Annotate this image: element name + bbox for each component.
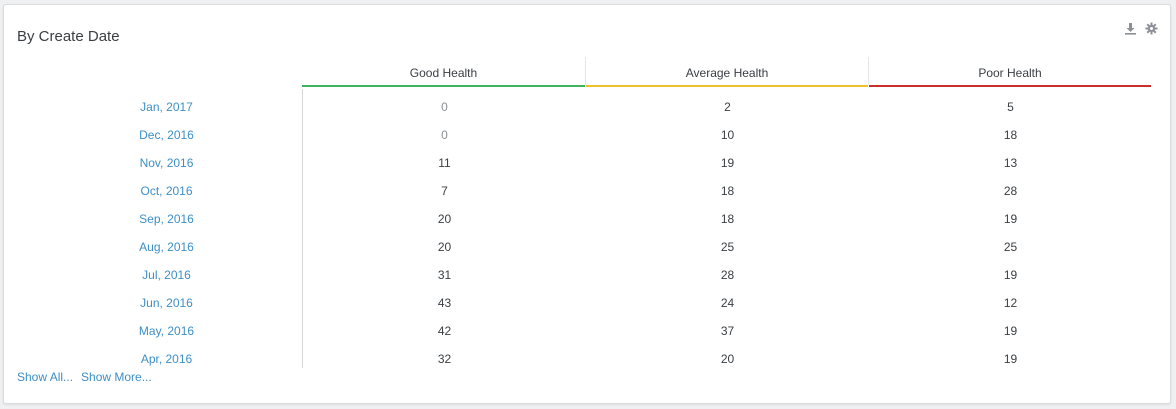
poor-color-bar bbox=[869, 85, 1151, 87]
average-color-bar bbox=[586, 85, 868, 87]
cell-poor: 28 bbox=[1003, 184, 1018, 198]
row-label-link[interactable]: Jan, 2017 bbox=[140, 100, 193, 114]
good-color-bar bbox=[302, 85, 585, 87]
footer-links: Show All... Show More... bbox=[17, 370, 152, 384]
row-labels: Jan, 2017 Dec, 2016 Nov, 2016 Oct, 2016 … bbox=[4, 93, 302, 373]
table-row: 32 20 19 bbox=[303, 345, 1152, 373]
cell-average: 20 bbox=[720, 352, 735, 366]
cell-average: 19 bbox=[720, 156, 735, 170]
download-icon[interactable] bbox=[1124, 22, 1137, 35]
column-header-label: Average Health bbox=[685, 66, 769, 80]
table-row: 31 28 19 bbox=[303, 261, 1152, 289]
cell-good: 20 bbox=[437, 240, 452, 254]
cell-good: 31 bbox=[437, 268, 452, 282]
cell-poor: 19 bbox=[1003, 324, 1018, 338]
column-header-label: Poor Health bbox=[978, 66, 1042, 80]
widget-toolbar bbox=[1124, 22, 1158, 35]
row-label-link[interactable]: Sep, 2016 bbox=[139, 212, 194, 226]
cell-poor: 18 bbox=[1003, 128, 1018, 142]
table-row: 11 19 13 bbox=[303, 149, 1152, 177]
row-label-link[interactable]: May, 2016 bbox=[138, 324, 195, 338]
row-label-link[interactable]: Dec, 2016 bbox=[139, 128, 194, 142]
cell-poor: 13 bbox=[1003, 156, 1018, 170]
report-widget: By Create Date Good Health bbox=[3, 4, 1171, 404]
table-row: 20 18 19 bbox=[303, 205, 1152, 233]
gear-icon[interactable] bbox=[1145, 22, 1158, 35]
cell-average: 2 bbox=[724, 100, 731, 114]
table-row: 0 10 18 bbox=[303, 121, 1152, 149]
widget-title: By Create Date bbox=[17, 28, 120, 45]
cell-good: 11 bbox=[438, 156, 451, 170]
row-label-link[interactable]: Jun, 2016 bbox=[140, 296, 193, 310]
cell-poor: 12 bbox=[1003, 296, 1018, 310]
cell-average: 18 bbox=[720, 212, 735, 226]
row-label-link[interactable]: Jul, 2016 bbox=[142, 268, 191, 282]
column-header-good: Good Health bbox=[302, 57, 585, 87]
cell-average: 25 bbox=[720, 240, 735, 254]
cell-good: 43 bbox=[437, 296, 452, 310]
cell-average: 18 bbox=[720, 184, 735, 198]
cell-good: 20 bbox=[437, 212, 452, 226]
column-header-poor: Poor Health bbox=[868, 57, 1151, 87]
cell-poor: 19 bbox=[1003, 352, 1018, 366]
row-label-link[interactable]: Apr, 2016 bbox=[140, 352, 193, 366]
cell-poor: 19 bbox=[1003, 212, 1018, 226]
table-row: 43 24 12 bbox=[303, 289, 1152, 317]
row-label-link[interactable]: Oct, 2016 bbox=[140, 184, 193, 198]
table-body: 0 2 5 0 10 18 11 19 13 7 18 28 bbox=[302, 89, 1155, 368]
cell-good: 0 bbox=[441, 100, 448, 114]
table-row: 42 37 19 bbox=[303, 317, 1152, 345]
cell-good: 42 bbox=[437, 324, 452, 338]
row-label-link[interactable]: Nov, 2016 bbox=[139, 156, 194, 170]
cell-good: 0 bbox=[441, 128, 448, 142]
cell-poor: 25 bbox=[1003, 240, 1018, 254]
table-row: 7 18 28 bbox=[303, 177, 1152, 205]
cell-average: 24 bbox=[720, 296, 735, 310]
table-row: 0 2 5 bbox=[303, 93, 1152, 121]
cell-good: 7 bbox=[441, 184, 448, 198]
show-all-link[interactable]: Show All... bbox=[17, 370, 74, 384]
cell-average: 10 bbox=[720, 128, 735, 142]
cell-poor: 5 bbox=[1007, 100, 1014, 114]
table-row: 20 25 25 bbox=[303, 233, 1152, 261]
row-label-link[interactable]: Aug, 2016 bbox=[139, 240, 194, 254]
cell-average: 28 bbox=[720, 268, 735, 282]
column-header-average: Average Health bbox=[585, 57, 868, 87]
cell-poor: 19 bbox=[1003, 268, 1018, 282]
column-header-label: Good Health bbox=[409, 66, 478, 80]
cell-good: 32 bbox=[437, 352, 452, 366]
table-header: Good Health Average Health Poor Health bbox=[302, 57, 1151, 87]
cell-average: 37 bbox=[720, 324, 735, 338]
show-more-link[interactable]: Show More... bbox=[81, 370, 152, 384]
